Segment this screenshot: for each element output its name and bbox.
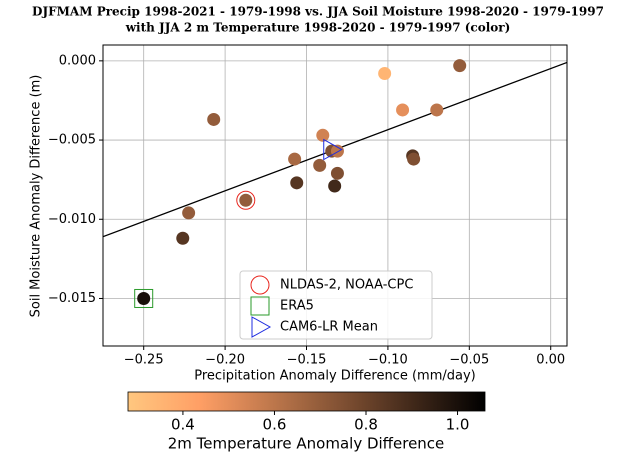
- x-tick-label: −0.10: [368, 353, 408, 368]
- scatter-point: [239, 193, 253, 207]
- scatter-point: [330, 144, 344, 158]
- y-tick-label: −0.015: [48, 291, 96, 306]
- reference-marker: [236, 190, 256, 210]
- scatter-point: [430, 103, 444, 117]
- chart-subtitle: with JJA 2 m Temperature 1998-2020 - 197…: [125, 21, 511, 35]
- x-tick-label: −0.25: [124, 353, 164, 368]
- scatter-point: [316, 128, 330, 142]
- scatter-point: [207, 112, 221, 126]
- scatter-point: [290, 176, 304, 190]
- colorbar-tick-label: 1.0: [446, 416, 470, 434]
- legend-marker: [250, 275, 270, 295]
- x-tick-label: −0.05: [449, 353, 489, 368]
- scatter-point: [378, 67, 392, 81]
- x-tick-label: −0.20: [205, 353, 245, 368]
- y-axis-label: Soil Moisture Anomaly Difference (m): [29, 75, 44, 318]
- scatter-point: [396, 103, 410, 117]
- colorbar-tick-label: 0.4: [171, 416, 195, 434]
- colorbar: [127, 391, 486, 412]
- x-axis-label: Precipitation Anomaly Difference (mm/day…: [194, 369, 475, 384]
- scatter-point: [328, 179, 342, 193]
- scatter-point: [176, 231, 190, 245]
- scatter-point: [330, 166, 344, 180]
- legend-marker: [251, 316, 272, 338]
- y-tick-label: −0.010: [48, 212, 96, 227]
- colorbar-tick-label: 0.6: [263, 416, 287, 434]
- legend-label: NLDAS-2, NOAA-CPC: [280, 278, 413, 293]
- x-tick-label: 0.00: [536, 353, 565, 368]
- reference-marker: [323, 138, 343, 161]
- scatter-point: [137, 291, 151, 305]
- scatter-point: [313, 158, 327, 172]
- reference-marker: [134, 288, 154, 308]
- legend-marker: [250, 296, 270, 316]
- scatter-point: [182, 206, 196, 220]
- legend-box: [239, 270, 433, 340]
- legend-label: ERA5: [280, 299, 314, 314]
- scatter-point: [288, 152, 302, 166]
- plot-frame: [102, 44, 568, 347]
- y-tick-label: 0.000: [59, 53, 96, 68]
- grid: [103, 45, 567, 346]
- colorbar-tick-label: 0.8: [354, 416, 378, 434]
- chart-title: DJFMAM Precip 1998-2021 - 1979-1998 vs. …: [32, 5, 604, 19]
- scatter-point: [453, 59, 467, 73]
- scatter-point: [407, 152, 421, 166]
- colorbar-label: 2m Temperature Anomaly Difference: [168, 435, 445, 453]
- y-tick-label: −0.005: [48, 133, 96, 148]
- x-tick-label: −0.15: [287, 353, 327, 368]
- legend-label: CAM6-LR Mean: [280, 320, 378, 335]
